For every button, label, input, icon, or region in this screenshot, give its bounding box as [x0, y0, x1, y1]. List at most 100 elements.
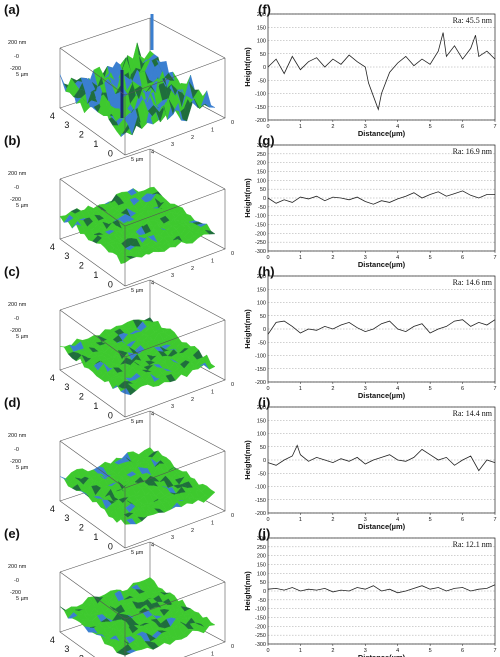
grid [268, 144, 495, 252]
x-tick-label: 2 [331, 517, 334, 523]
y-tick-label: 150 [257, 287, 266, 293]
x-tick-label: 5 [429, 648, 432, 654]
x-tick-label: 1 [299, 255, 302, 261]
right-axis-tick: 5 µm [131, 288, 144, 294]
roughness-label: Ra: 45.5 nm [453, 16, 493, 25]
y-tick-label: 50 [260, 52, 266, 58]
left-axis-tick: 2 [79, 130, 84, 140]
top-edge [124, 319, 226, 358]
x-tick-label: 7 [493, 255, 496, 261]
top-edge [149, 148, 226, 190]
right-axis-tick: 4 [151, 412, 154, 418]
right-axis-tick: 1 [211, 389, 214, 395]
profile-line [267, 444, 496, 472]
left-axis-tick: 0 [108, 410, 113, 420]
x-tick-label: 3 [364, 648, 367, 654]
right-axis-tick: 1 [211, 520, 214, 526]
top-edge [59, 148, 151, 180]
right-axis-tick: 3 [171, 273, 174, 279]
z-mid-label: -0 [14, 316, 19, 322]
left-axis-tick: 2 [79, 523, 84, 533]
z-max-label: 200 nm [8, 40, 27, 46]
y-axis-label: Height(nm) [243, 440, 252, 480]
top-edge [59, 440, 126, 489]
y-tick-label: -100 [255, 607, 266, 613]
y-tick-label: -100 [255, 354, 266, 360]
right-axis-tick: 3 [171, 535, 174, 541]
y-tick-label: 50 [260, 187, 266, 193]
x-tick-label: 1 [299, 648, 302, 654]
panel-label: (h) [258, 264, 275, 279]
right-axis-tick: 5 µm [131, 550, 144, 556]
y-tick-label: 0 [263, 65, 266, 71]
z-mid-label: -0 [14, 54, 19, 60]
left-axis-tick: 3 [64, 513, 69, 523]
surface-facet [204, 489, 216, 498]
y-tick-label: 150 [257, 418, 266, 424]
y-tick-label: -200 [255, 380, 266, 386]
left-axis-tick: 2 [79, 654, 84, 657]
x-tick-label: 0 [266, 124, 269, 130]
right-axis-tick: 2 [191, 266, 194, 272]
top-edge [124, 188, 226, 227]
z-mid-label: -0 [14, 578, 19, 584]
x-tick-label: 0 [266, 517, 269, 523]
x-tick-label: 2 [331, 255, 334, 261]
y-tick-label: 150 [257, 170, 266, 176]
surface-facet [204, 229, 216, 235]
z-mid-label: -0 [14, 185, 19, 191]
x-tick-label: 1 [299, 386, 302, 392]
x-tick-label: 7 [493, 124, 496, 130]
top-edge [124, 581, 226, 620]
panel-label: (b) [4, 133, 21, 148]
xy-unit-label: 5 µm [16, 334, 29, 340]
left-axis-tick: 1 [93, 401, 98, 411]
left-axis-tick: 1 [93, 270, 98, 280]
left-axis-tick: 1 [93, 532, 98, 542]
front-edges [59, 440, 226, 548]
y-tick-label: -100 [255, 485, 266, 491]
top-edge [59, 541, 151, 573]
y-axis-label: Height(nm) [243, 178, 252, 218]
y-tick-label: 50 [260, 314, 266, 320]
y-tick-label: -250 [255, 240, 266, 246]
y-axis-label: Height(nm) [243, 47, 252, 87]
right-axis-tick: 4 [151, 150, 154, 156]
front-edges [59, 178, 226, 286]
surface-mesh [59, 447, 216, 525]
x-tick-label: 2 [331, 124, 334, 130]
x-tick-label: 0 [266, 648, 269, 654]
x-tick-label: 6 [461, 386, 464, 392]
z-min-label: -200 [10, 66, 21, 72]
top-edge [124, 450, 226, 489]
z-max-label: 200 nm [8, 433, 27, 439]
panel-label: (c) [4, 264, 20, 279]
x-tick-label: 4 [396, 124, 399, 130]
y-tick-label: -150 [255, 498, 266, 504]
y-tick-label: 150 [257, 25, 266, 31]
top-edge [59, 410, 151, 442]
profile-panel-j: (j)300250200150100500-50-100-150-200-250… [243, 526, 497, 657]
roughness-label: Ra: 14.4 nm [453, 409, 493, 418]
x-tick-label: 3 [364, 124, 367, 130]
z-max-label: 200 nm [8, 564, 27, 570]
grid [268, 406, 495, 514]
right-axis-tick: 1 [211, 127, 214, 133]
y-tick-label: -300 [255, 642, 266, 648]
y-tick-label: -200 [255, 231, 266, 237]
xy-unit-label: 5 µm [16, 203, 29, 209]
right-axis-tick: 4 [151, 543, 154, 549]
right-axis-tick: 3 [171, 142, 174, 148]
y-tick-label: -100 [255, 214, 266, 220]
x-tick-label: 2 [331, 648, 334, 654]
y-tick-label: -200 [255, 118, 266, 124]
panel-label: (d) [4, 395, 21, 410]
plot-frame [267, 406, 496, 514]
x-tick-label: 7 [493, 386, 496, 392]
right-axis-tick: 4 [151, 281, 154, 287]
right-axis-tick: 2 [191, 135, 194, 141]
left-axis-tick: 4 [50, 111, 55, 121]
y-tick-label: 200 [257, 554, 266, 560]
